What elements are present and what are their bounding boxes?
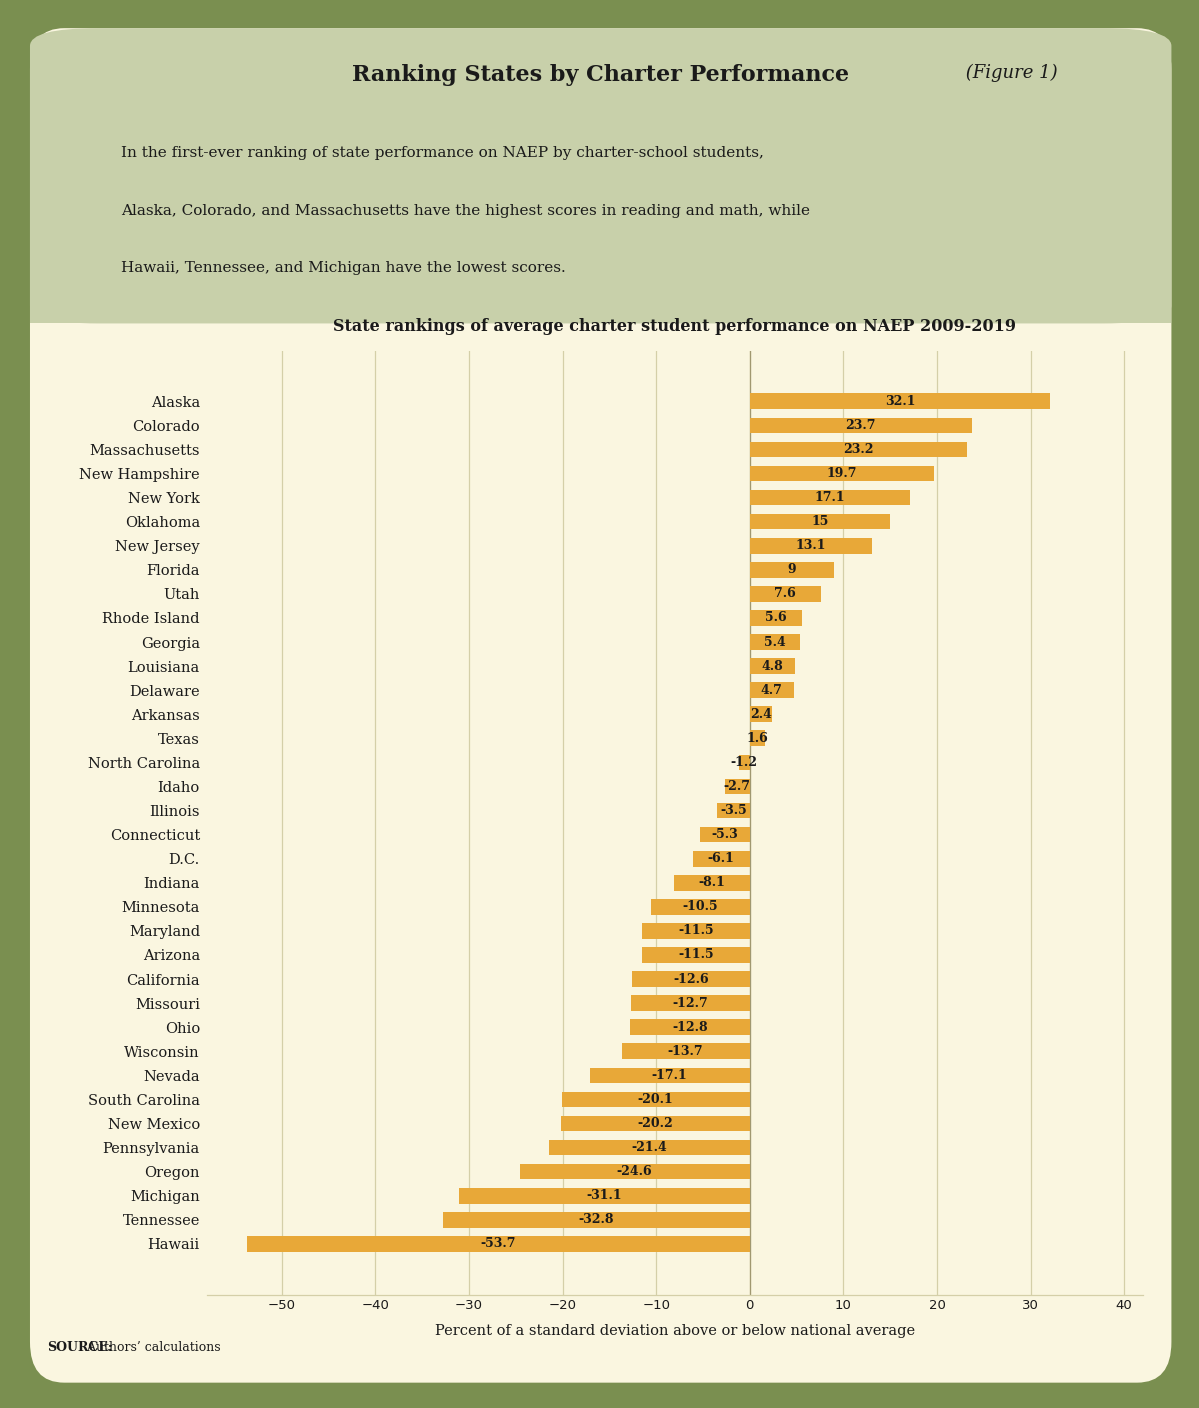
Bar (519, 1164, 749, 1180)
Text: 1.6: 1.6 (747, 732, 769, 745)
Text: -10.5: -10.5 (682, 900, 718, 914)
Text: 5.6: 5.6 (765, 611, 787, 624)
Bar (590, 1067, 749, 1083)
X-axis label: Percent of a standard deviation above or below national average: Percent of a standard deviation above or… (435, 1324, 915, 1338)
Text: -21.4: -21.4 (632, 1140, 668, 1155)
Bar (629, 1019, 749, 1035)
Text: -1.2: -1.2 (730, 756, 758, 769)
Bar (561, 1091, 749, 1107)
Text: In the first-ever ranking of state performance on NAEP by charter-school student: In the first-ever ranking of state perfo… (121, 146, 764, 161)
Text: 13.1: 13.1 (796, 539, 826, 552)
Text: -6.1: -6.1 (707, 852, 735, 865)
Bar (643, 924, 749, 939)
Text: 4.7: 4.7 (761, 684, 783, 697)
Text: -20.1: -20.1 (638, 1093, 674, 1105)
Text: -20.2: -20.2 (638, 1117, 673, 1131)
Text: -53.7: -53.7 (481, 1238, 517, 1250)
Bar (749, 538, 873, 553)
Text: Authors’ calculations: Authors’ calculations (83, 1340, 221, 1354)
Bar (549, 1139, 749, 1156)
Text: -11.5: -11.5 (679, 949, 713, 962)
Bar (749, 393, 1050, 410)
Text: 19.7: 19.7 (827, 467, 857, 480)
Text: -2.7: -2.7 (724, 780, 751, 793)
Bar (632, 972, 749, 987)
Text: -12.7: -12.7 (673, 997, 709, 1010)
Bar (749, 562, 835, 577)
Text: Alaska, Colorado, and Massachusetts have the highest scores in reading and math,: Alaska, Colorado, and Massachusetts have… (121, 204, 811, 218)
Bar (631, 995, 749, 1011)
Text: -8.1: -8.1 (699, 876, 725, 890)
Bar (724, 779, 749, 794)
Bar (749, 490, 910, 505)
Text: 23.7: 23.7 (845, 418, 876, 432)
Text: Ranking States by Charter Performance: Ranking States by Charter Performance (353, 63, 849, 86)
Text: 4.8: 4.8 (761, 659, 783, 673)
Bar (651, 900, 749, 915)
Text: -13.7: -13.7 (668, 1045, 704, 1057)
Bar (749, 731, 765, 746)
Bar (749, 683, 794, 698)
Bar (247, 1236, 749, 1252)
Text: 23.2: 23.2 (843, 444, 874, 456)
Bar (749, 610, 802, 625)
Bar (442, 1212, 749, 1228)
Bar (749, 466, 934, 482)
Bar (749, 514, 890, 529)
Bar (459, 1188, 749, 1204)
Bar (749, 707, 772, 722)
Bar (693, 850, 749, 866)
Bar (643, 948, 749, 963)
Text: -31.1: -31.1 (586, 1190, 622, 1202)
Bar (749, 659, 795, 674)
FancyBboxPatch shape (30, 28, 1171, 1383)
Bar (700, 826, 749, 842)
Text: -17.1: -17.1 (652, 1069, 687, 1081)
Text: 15: 15 (812, 515, 829, 528)
Text: 9: 9 (788, 563, 796, 576)
Text: 2.4: 2.4 (751, 708, 772, 721)
Text: 32.1: 32.1 (885, 394, 915, 408)
Text: -11.5: -11.5 (679, 925, 713, 938)
Bar (30, 279, 1171, 324)
Bar (749, 634, 800, 650)
Text: 7.6: 7.6 (775, 587, 796, 600)
Text: 5.4: 5.4 (764, 635, 785, 649)
Text: -3.5: -3.5 (721, 804, 747, 817)
Text: -32.8: -32.8 (579, 1214, 614, 1226)
Text: Hawaii, Tennessee, and Michigan have the lowest scores.: Hawaii, Tennessee, and Michigan have the… (121, 262, 566, 276)
Text: -24.6: -24.6 (616, 1166, 652, 1178)
Title: State rankings of average charter student performance on NAEP 2009-2019: State rankings of average charter studen… (333, 318, 1017, 335)
Text: SOURCE:: SOURCE: (47, 1340, 113, 1354)
Bar (739, 755, 749, 770)
Text: 17.1: 17.1 (814, 491, 845, 504)
Bar (621, 1043, 749, 1059)
Bar (749, 442, 966, 458)
Bar (561, 1115, 749, 1132)
Bar (717, 803, 749, 818)
Bar (674, 874, 749, 891)
Bar (749, 418, 971, 434)
Text: -12.6: -12.6 (673, 973, 709, 986)
Text: -5.3: -5.3 (711, 828, 739, 841)
Bar (749, 586, 821, 601)
Text: -12.8: -12.8 (673, 1021, 707, 1033)
FancyBboxPatch shape (30, 28, 1171, 324)
Text: (Figure 1): (Figure 1) (960, 63, 1058, 82)
